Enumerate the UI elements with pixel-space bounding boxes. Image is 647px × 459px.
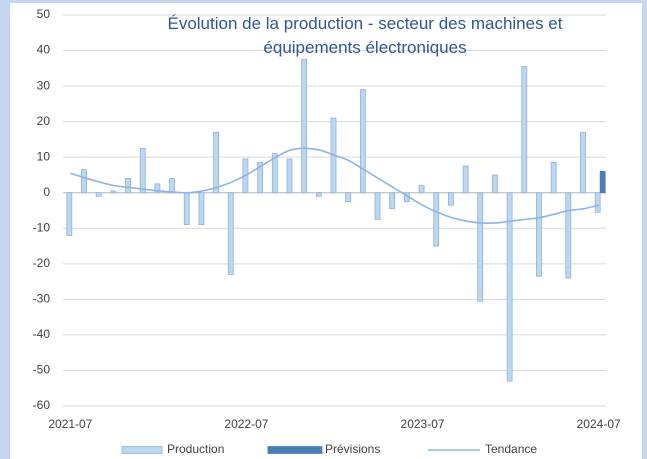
y-tick-label: 0 — [43, 185, 50, 199]
y-tick-label: -10 — [33, 220, 51, 234]
bar — [462, 165, 469, 194]
y-tick-label: -30 — [33, 292, 51, 306]
bar — [183, 192, 190, 226]
legend-label: Tendance — [485, 442, 537, 456]
bar — [139, 147, 146, 194]
bar — [227, 192, 234, 275]
bar — [154, 183, 161, 194]
bar — [125, 178, 131, 194]
y-tick-label: -40 — [33, 327, 51, 341]
bar — [110, 190, 117, 194]
bar — [169, 178, 175, 194]
x-tick-label: 2022-07 — [224, 417, 268, 431]
bar — [599, 170, 606, 194]
legend-label: Production — [167, 442, 224, 456]
bar — [213, 131, 219, 194]
y-tick-label: 20 — [37, 114, 51, 128]
bar — [492, 174, 498, 194]
legend-swatch — [121, 446, 163, 454]
bar — [374, 192, 381, 220]
bar — [418, 185, 425, 194]
y-tick-label: 50 — [37, 7, 51, 21]
y-tick-label: -50 — [33, 363, 51, 377]
legend-label: Prévisions — [325, 442, 380, 456]
bar — [433, 192, 440, 247]
y-tick-label: 30 — [37, 78, 51, 92]
trend-line — [70, 147, 599, 224]
bar — [198, 192, 205, 226]
x-tick-label: 2021-07 — [48, 417, 92, 431]
bar — [580, 131, 586, 194]
bar — [565, 192, 572, 279]
x-tick-label: 2023-07 — [401, 417, 445, 431]
bar — [95, 192, 102, 197]
bar — [594, 192, 601, 213]
bar — [257, 162, 264, 194]
legend-swatch — [267, 446, 323, 454]
bar — [506, 192, 513, 382]
bar — [536, 192, 542, 277]
bar — [477, 192, 484, 302]
bar — [345, 192, 352, 203]
y-tick-label: 10 — [37, 149, 51, 163]
bar — [521, 66, 528, 194]
bar — [271, 153, 278, 194]
bar — [550, 162, 557, 194]
bar — [448, 192, 454, 206]
bar — [286, 158, 293, 194]
bar — [315, 192, 322, 197]
y-tick-label: 40 — [37, 43, 51, 57]
x-tick-label: 2024-07 — [577, 417, 621, 431]
bar — [359, 89, 366, 194]
y-tick-label: -60 — [33, 398, 51, 412]
chart-background — [10, 3, 642, 459]
chart-title: Évolution de la production - secteur des… — [167, 14, 563, 57]
bar — [389, 192, 396, 210]
bar — [81, 169, 87, 194]
y-tick-label: -20 — [33, 256, 51, 270]
bar — [66, 192, 73, 236]
bar — [301, 59, 308, 194]
